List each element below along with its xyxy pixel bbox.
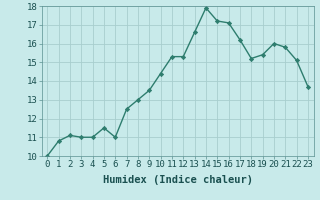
X-axis label: Humidex (Indice chaleur): Humidex (Indice chaleur) <box>103 175 252 185</box>
